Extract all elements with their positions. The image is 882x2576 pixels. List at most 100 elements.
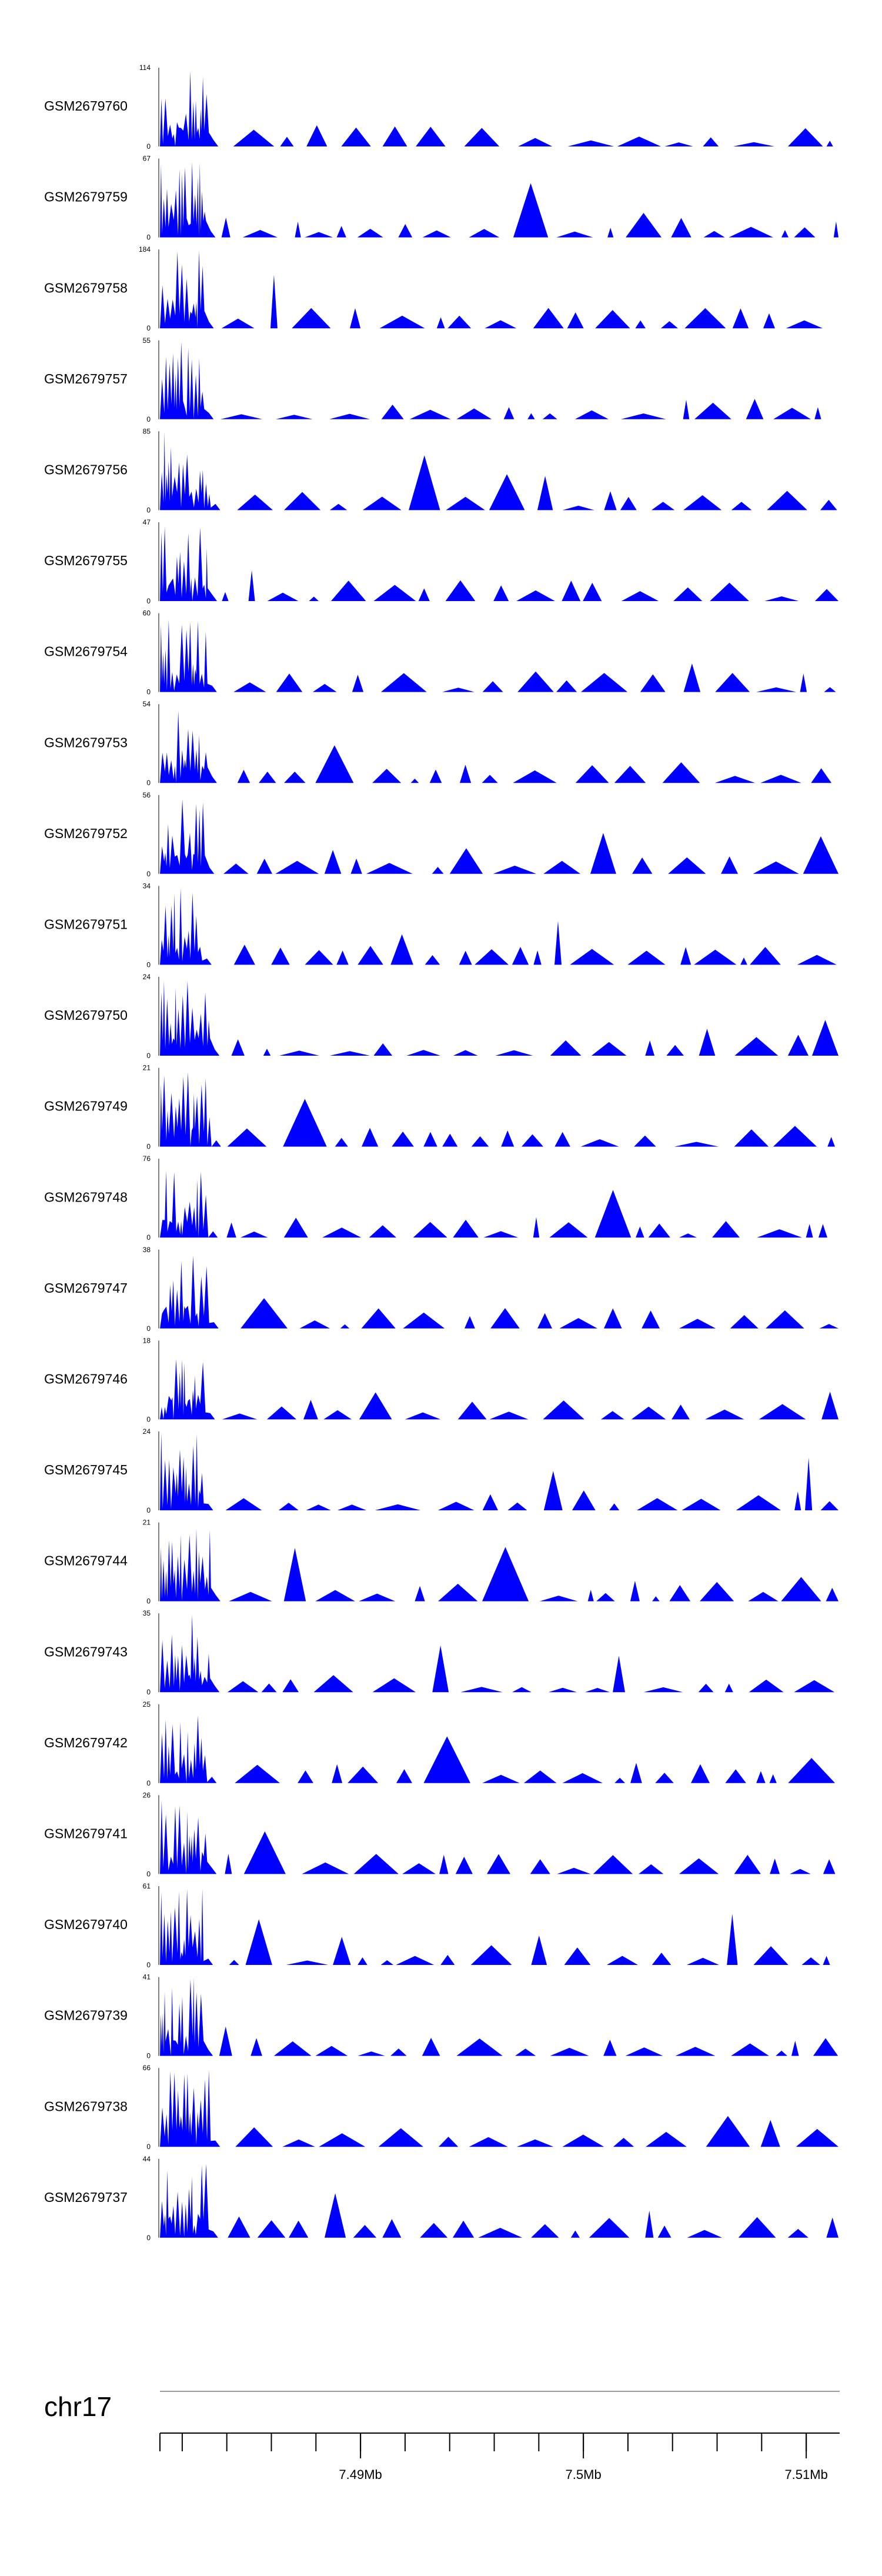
y-min-label: 0 xyxy=(146,870,151,878)
y-max-label: 41 xyxy=(143,1973,151,1981)
y-max-label: 34 xyxy=(143,882,151,890)
y-max-label: 21 xyxy=(143,1064,151,1072)
coverage-area-track xyxy=(160,1715,838,1783)
track-label: GSM2679742 xyxy=(44,1735,128,1750)
x-tick-label: 7.51Mb xyxy=(784,2467,827,2482)
track-label: GSM2679743 xyxy=(44,1644,128,1659)
track-label: GSM2679755 xyxy=(44,553,128,568)
y-max-label: 66 xyxy=(143,2064,151,2072)
track-label: GSM2679747 xyxy=(44,1280,128,1296)
y-min-label: 0 xyxy=(146,2052,151,2060)
y-min-label: 0 xyxy=(146,688,151,696)
y-max-label: 55 xyxy=(143,336,151,345)
y-max-label: 56 xyxy=(143,791,151,799)
coverage-area-track xyxy=(160,1528,838,1601)
track-label: GSM2679739 xyxy=(44,2008,128,2023)
track-label: GSM2679753 xyxy=(44,735,128,750)
track-label: GSM2679741 xyxy=(44,1826,128,1841)
coverage-area-track xyxy=(160,1359,838,1420)
track-label: GSM2679758 xyxy=(44,280,128,295)
coverage-area-track xyxy=(160,1255,838,1329)
y-min-label: 0 xyxy=(146,1870,151,1878)
y-min-label: 0 xyxy=(146,1597,151,1606)
coverage-area-track xyxy=(160,2164,838,2238)
y-min-label: 0 xyxy=(146,324,151,332)
coverage-area-track xyxy=(160,1888,838,1965)
track-label: GSM2679759 xyxy=(44,189,128,205)
y-max-label: 61 xyxy=(143,1882,151,1890)
y-max-label: 21 xyxy=(143,1519,151,1527)
y-min-label: 0 xyxy=(146,1233,151,1242)
track-label: GSM2679748 xyxy=(44,1189,128,1204)
track-label: GSM2679751 xyxy=(44,916,128,932)
track-label: GSM2679740 xyxy=(44,1917,128,1932)
y-max-label: 24 xyxy=(143,973,151,981)
chromosome-label: chr17 xyxy=(44,2391,112,2422)
y-max-label: 184 xyxy=(139,245,151,253)
track-label: GSM2679752 xyxy=(44,826,128,841)
coverage-area-track xyxy=(160,432,838,510)
y-min-label: 0 xyxy=(146,2143,151,2151)
track-label: GSM2679760 xyxy=(44,98,128,114)
track-label: GSM2679754 xyxy=(44,644,128,659)
y-min-label: 0 xyxy=(146,1688,151,1696)
track-label: GSM2679737 xyxy=(44,2190,128,2205)
y-min-label: 0 xyxy=(146,779,151,787)
coverage-area-track xyxy=(160,1072,838,1147)
y-min-label: 0 xyxy=(146,1052,151,1060)
track-label: GSM2679745 xyxy=(44,1462,128,1477)
y-max-label: 76 xyxy=(143,1154,151,1163)
y-max-label: 18 xyxy=(143,1336,151,1344)
coverage-area-track xyxy=(160,619,838,692)
track-label: GSM2679756 xyxy=(44,462,128,477)
y-min-label: 0 xyxy=(146,1506,151,1514)
coverage-area-track xyxy=(160,799,838,874)
y-max-label: 24 xyxy=(143,1427,151,1436)
coverage-area-track xyxy=(160,2070,838,2147)
track-label: GSM2679738 xyxy=(44,2098,128,2114)
coverage-area-track xyxy=(160,710,838,783)
x-tick-label: 7.49Mb xyxy=(339,2467,382,2482)
y-max-label: 114 xyxy=(139,64,151,72)
coverage-area-track xyxy=(160,251,838,329)
y-min-label: 0 xyxy=(146,1143,151,1151)
track-label: GSM2679746 xyxy=(44,1371,128,1386)
y-max-label: 47 xyxy=(143,518,151,526)
y-min-label: 0 xyxy=(146,1779,151,1787)
y-max-label: 67 xyxy=(143,155,151,163)
y-min-label: 0 xyxy=(146,597,151,605)
y-max-label: 60 xyxy=(143,609,151,618)
coverage-area-track xyxy=(160,1614,838,1693)
y-min-label: 0 xyxy=(146,233,151,242)
coverage-area-track xyxy=(160,980,838,1056)
track-label: GSM2679757 xyxy=(44,371,128,386)
coverage-area-track xyxy=(160,71,838,146)
y-max-label: 38 xyxy=(143,1246,151,1254)
y-min-label: 0 xyxy=(146,415,151,423)
y-min-label: 0 xyxy=(146,2234,151,2242)
y-min-label: 0 xyxy=(146,1415,151,1423)
y-min-label: 0 xyxy=(146,960,151,969)
x-tick-label: 7.5Mb xyxy=(566,2467,602,2482)
y-min-label: 0 xyxy=(146,1324,151,1333)
y-max-label: 54 xyxy=(143,700,151,708)
y-max-label: 85 xyxy=(143,427,151,435)
coverage-area-track xyxy=(160,342,838,419)
coverage-area-track xyxy=(160,887,838,965)
y-min-label: 0 xyxy=(146,1961,151,1969)
track-label: GSM2679749 xyxy=(44,1099,128,1114)
y-min-label: 0 xyxy=(146,506,151,514)
y-max-label: 44 xyxy=(143,2155,151,2163)
y-min-label: 0 xyxy=(146,142,151,151)
track-label: GSM2679744 xyxy=(44,1553,128,1569)
y-max-label: 35 xyxy=(143,1609,151,1617)
track-label: GSM2679750 xyxy=(44,1007,128,1023)
y-max-label: 26 xyxy=(143,1791,151,1799)
coverage-area-track xyxy=(160,162,838,238)
coverage-area-track xyxy=(160,1977,838,2056)
y-max-label: 25 xyxy=(143,1700,151,1709)
coverage-area-track xyxy=(160,526,838,601)
coverage-area-track xyxy=(160,1800,838,1874)
coverage-area-track xyxy=(160,1432,838,1510)
